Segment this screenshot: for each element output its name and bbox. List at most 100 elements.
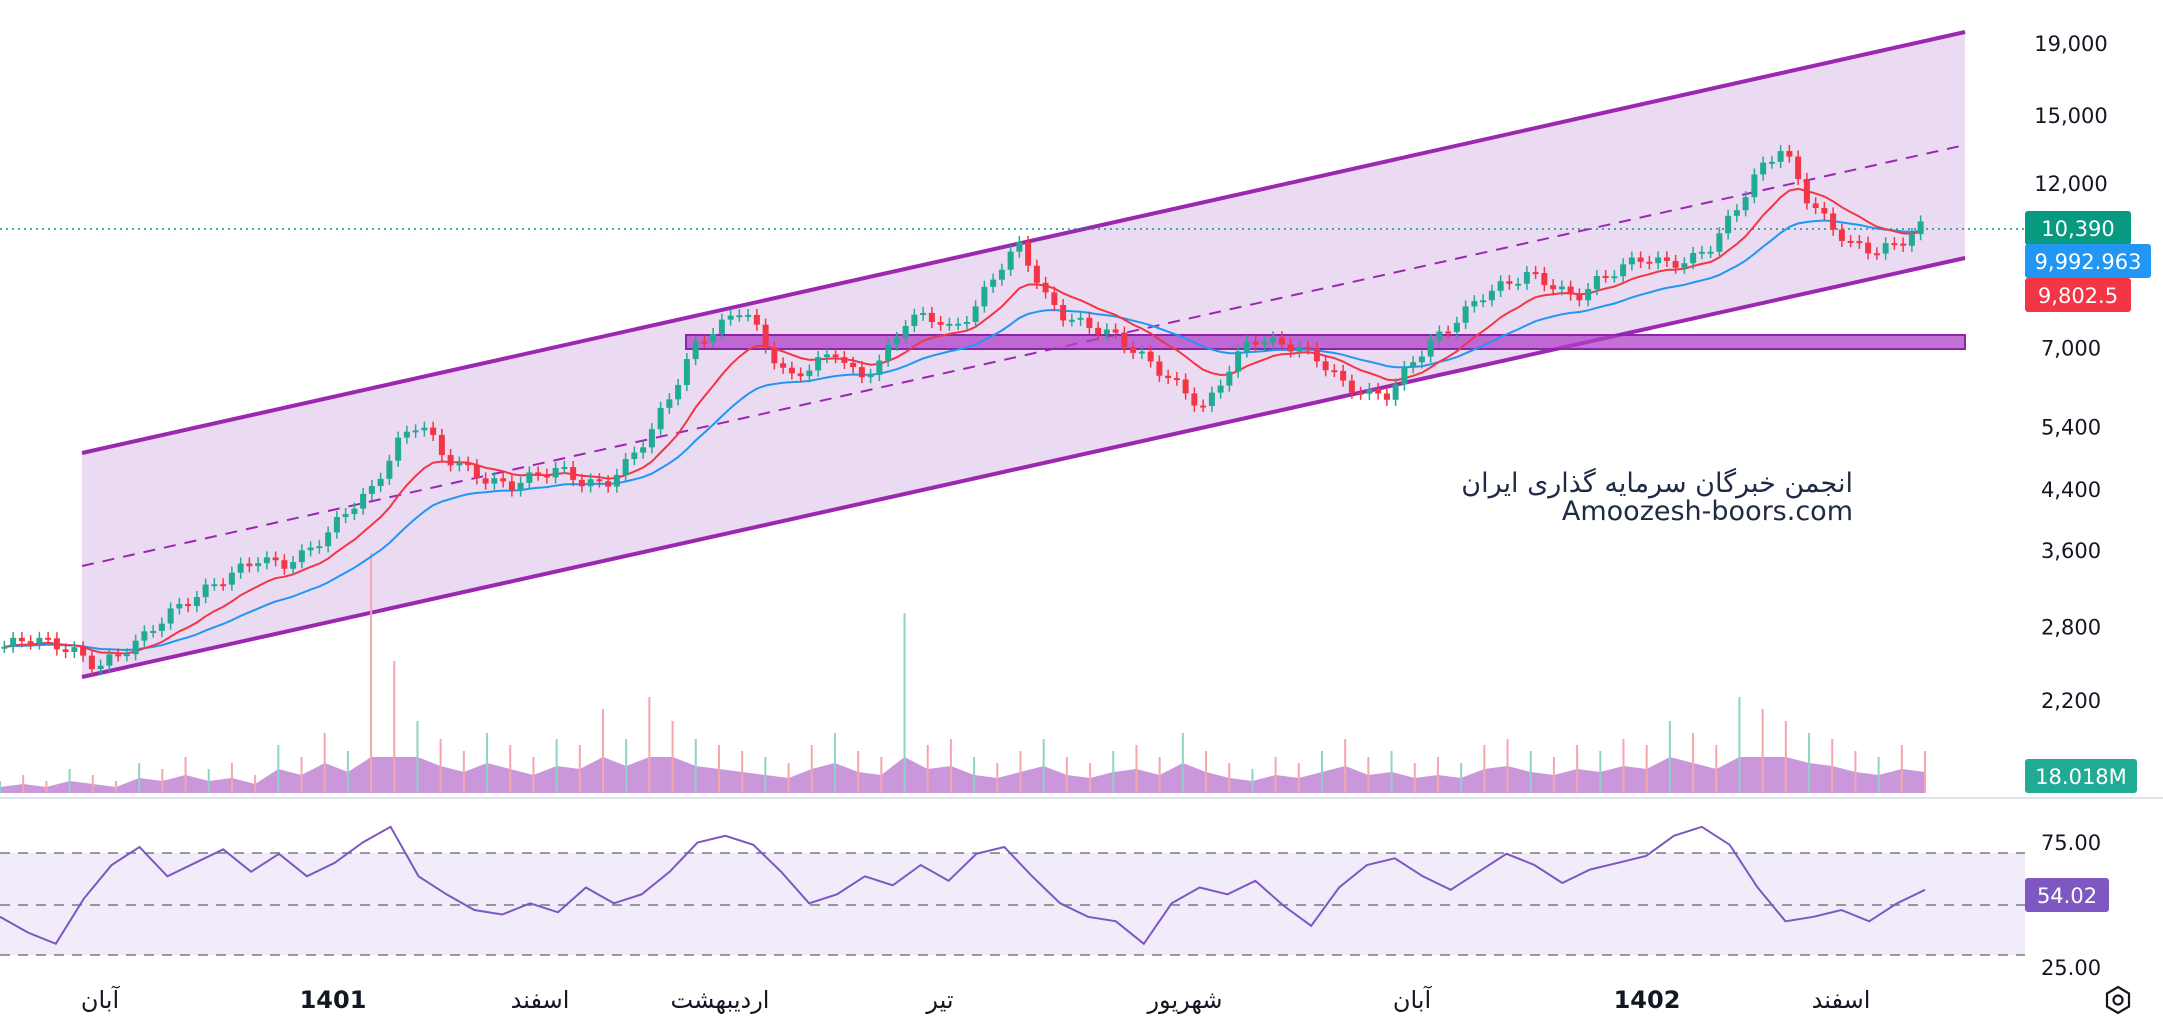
candle-body: [482, 478, 489, 484]
candle-body: [710, 333, 717, 342]
channel-upper-line[interactable]: [81, 30, 1966, 455]
rsi-band: [0, 853, 2025, 955]
candle-body: [841, 357, 848, 363]
time-label: آبان: [81, 985, 121, 1014]
candle-body: [832, 354, 839, 358]
candle-body: [1480, 300, 1487, 303]
candle-body: [823, 354, 830, 358]
candle-body: [1287, 344, 1294, 352]
time-label: اسفند: [511, 986, 570, 1014]
candle-body: [1340, 370, 1347, 381]
candle-body: [1427, 340, 1434, 357]
candle-body: [692, 341, 699, 360]
candle-body: [1095, 327, 1102, 335]
time-axis[interactable]: آبان 1401 اسفند اردیبهشت تیر شهریور آبان 1402 اس…: [81, 985, 1871, 1014]
candle-body: [421, 427, 428, 431]
candle-body: [290, 562, 297, 569]
candle-body: [1908, 234, 1915, 246]
candle-body: [447, 455, 454, 466]
candle-body: [325, 532, 332, 547]
candle-body: [351, 508, 358, 515]
candle-body: [1051, 292, 1058, 305]
candle-body: [228, 572, 235, 585]
candle-body: [1803, 178, 1810, 204]
candle-body: [1821, 207, 1828, 214]
candle-body: [701, 341, 708, 344]
candle-body: [1121, 332, 1128, 348]
candle-body: [517, 482, 524, 491]
candle-body: [1383, 393, 1390, 400]
candle-body: [412, 430, 419, 433]
candle-body: [1025, 242, 1032, 266]
candle-body: [1007, 251, 1014, 270]
candle-body: [1532, 272, 1539, 275]
candle-body: [552, 467, 559, 478]
channel-lower-line[interactable]: [81, 256, 1966, 679]
candle-body: [605, 481, 612, 487]
candle-body: [902, 325, 909, 338]
candle-body: [1226, 371, 1233, 386]
candle-body: [1611, 276, 1618, 279]
candle-body: [543, 474, 550, 478]
candle-body: [1278, 337, 1285, 345]
candle-body: [1173, 378, 1180, 381]
rsi-tick-25: 25.00: [2041, 956, 2101, 980]
candle-body: [1068, 319, 1075, 322]
candle-body: [1646, 261, 1653, 264]
candle-body: [771, 347, 778, 364]
time-label: 1401: [300, 986, 367, 1014]
candle-body: [1558, 286, 1565, 290]
candle-body: [1602, 275, 1609, 278]
candle-body: [1165, 375, 1172, 379]
candle-body: [333, 517, 340, 533]
candle-body: [1672, 260, 1679, 268]
ema-slow: [4, 219, 1921, 652]
volume-badge: 18.018M: [2035, 765, 2127, 789]
candle-body: [1261, 342, 1268, 345]
candle-body: [386, 460, 393, 479]
candle-body: [1882, 243, 1889, 254]
candle-body: [1077, 317, 1084, 320]
candle-body: [342, 514, 349, 518]
candle-body: [1488, 290, 1495, 301]
candle-body: [1296, 346, 1303, 352]
candle-body: [885, 344, 892, 361]
candle-body: [71, 647, 78, 652]
price-badge: 9,802.5: [2038, 284, 2118, 308]
candle-body: [736, 315, 743, 318]
candle-body: [36, 637, 43, 644]
candle-body: [1620, 264, 1627, 277]
support-zone[interactable]: [685, 334, 1966, 350]
candle-body: [316, 546, 323, 549]
candle-body: [675, 385, 682, 400]
channel-mid-line[interactable]: [81, 144, 1966, 567]
settings-icon[interactable]: [2105, 985, 2131, 1015]
candle-body: [1436, 331, 1443, 341]
price-axis[interactable]: 19,000 15,000 12,000 7,000 5,400 4,400 3,600 2,…: [2034, 32, 2107, 783]
candle-body: [211, 584, 218, 587]
candle-body: [1830, 213, 1837, 230]
candle-body: [1655, 257, 1662, 264]
candle-body: [570, 467, 577, 480]
candle-body: [88, 655, 95, 670]
candle-body: [508, 481, 515, 491]
candle-body: [1637, 257, 1644, 262]
candle-body: [1593, 275, 1600, 290]
candle-body: [1567, 286, 1574, 295]
candle-body: [1541, 272, 1548, 286]
candle-body: [998, 269, 1005, 280]
candle-body: [963, 321, 970, 324]
candle-body: [1812, 203, 1819, 208]
candle-body: [1681, 263, 1688, 268]
candle-body: [438, 434, 445, 456]
candle-body: [535, 472, 542, 475]
candle-body: [1891, 243, 1898, 246]
time-label: اسفند: [1812, 986, 1871, 1014]
candle-body: [1348, 380, 1355, 393]
candle-body: [981, 286, 988, 307]
price-tick: 5,400: [2041, 415, 2101, 439]
candle-body: [115, 654, 122, 657]
candle-body: [876, 360, 883, 375]
candle-body: [955, 323, 962, 326]
